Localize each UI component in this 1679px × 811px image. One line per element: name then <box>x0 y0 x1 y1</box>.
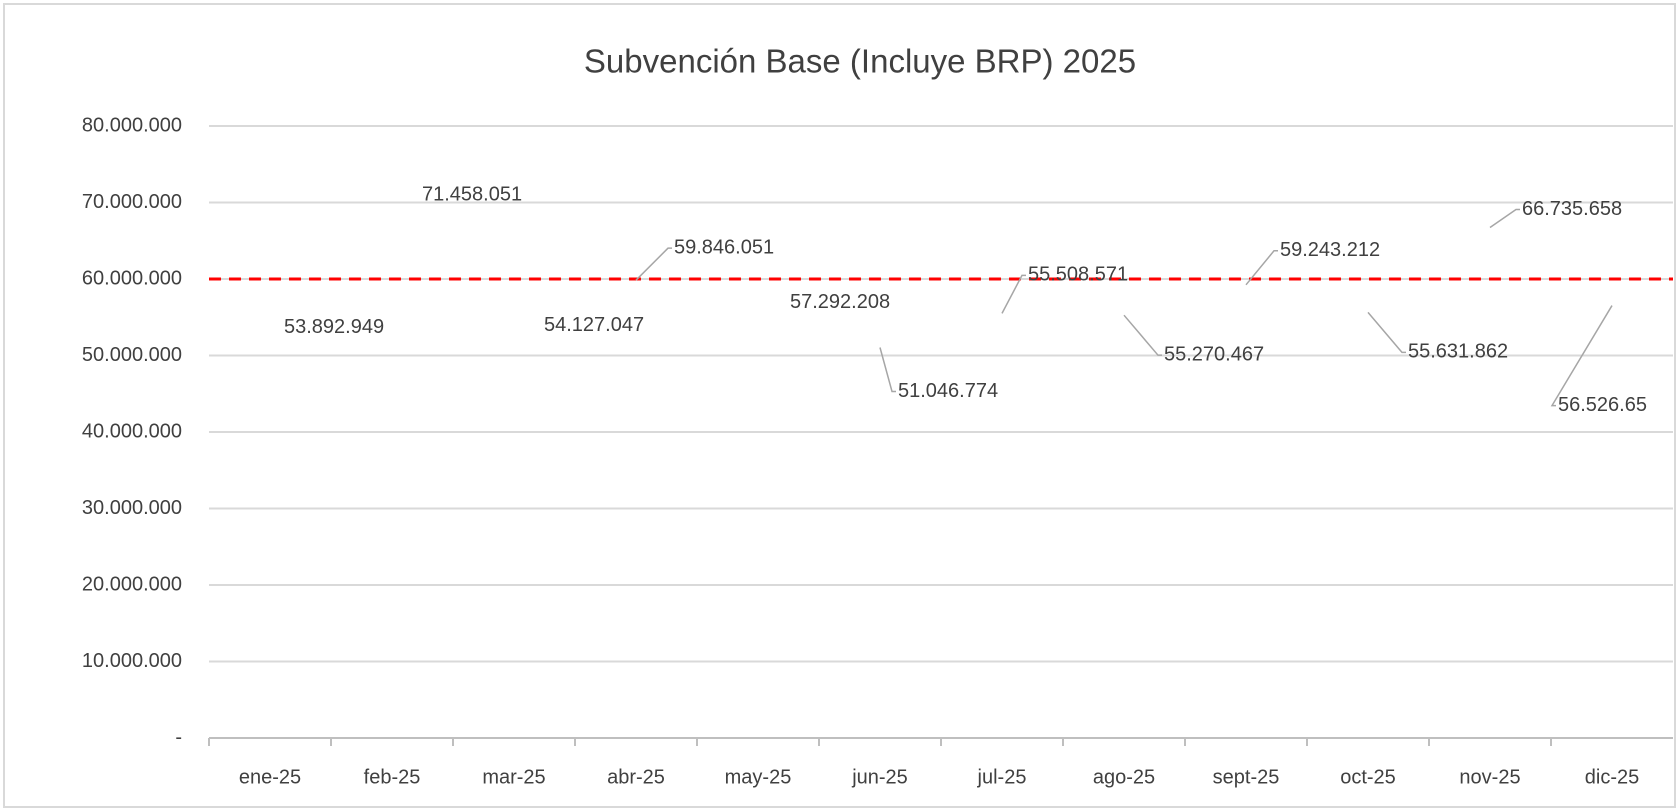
y-tick-label: 60.000.000 <box>82 267 182 289</box>
x-tick-label: ago-25 <box>1093 766 1155 788</box>
y-tick-label: 30.000.000 <box>82 497 182 519</box>
x-tick-label: jul-25 <box>977 766 1027 788</box>
leader-line <box>1245 250 1278 286</box>
x-tick-label: feb-25 <box>364 766 421 788</box>
x-tick-label: abr-25 <box>607 766 665 788</box>
data-label: 53.892.949 <box>284 316 384 338</box>
y-tick-label: 50.000.000 <box>82 344 182 366</box>
chart-border <box>3 3 1676 808</box>
y-tick-label: 70.000.000 <box>82 191 182 213</box>
data-label: 51.046.774 <box>898 380 998 402</box>
x-tick-label: mar-25 <box>482 766 545 788</box>
y-tick-label: 80.000.000 <box>82 114 182 136</box>
data-label: 59.846.051 <box>674 236 774 258</box>
leader-line <box>879 347 896 393</box>
leader-line <box>1489 208 1520 229</box>
leader-line <box>1367 311 1406 354</box>
data-label: 55.270.467 <box>1164 343 1264 365</box>
x-tick-label: oct-25 <box>1340 766 1396 788</box>
x-tick-label: may-25 <box>725 766 792 788</box>
data-label: 55.508.571 <box>1028 264 1128 286</box>
data-label: 66.735.658 <box>1522 198 1622 220</box>
y-tick-label: 20.000.000 <box>82 573 182 595</box>
data-label: 71.458.051 <box>422 184 522 206</box>
x-tick-label: nov-25 <box>1459 766 1520 788</box>
x-tick-label: dic-25 <box>1585 766 1639 788</box>
y-tick-label: 40.000.000 <box>82 420 182 442</box>
x-tick-label: sept-25 <box>1213 766 1280 788</box>
x-tick-label: ene-25 <box>239 766 301 788</box>
leader-line <box>1550 305 1613 407</box>
data-label: 54.127.047 <box>544 314 644 336</box>
data-label: 55.631.862 <box>1408 341 1508 363</box>
leader-line <box>1001 274 1026 314</box>
leader-line <box>1123 314 1162 356</box>
chart-title: Subvención Base (Incluye BRP) 2025 <box>584 43 1136 80</box>
data-label: 59.243.212 <box>1280 239 1380 261</box>
x-tick-label: jun-25 <box>851 766 908 788</box>
y-tick-label: 10.000.000 <box>82 650 182 672</box>
leader-line <box>635 247 672 281</box>
data-label: 56.526.65 <box>1558 394 1647 416</box>
data-label: 57.292.208 <box>790 291 890 313</box>
y-tick-label: - <box>175 726 182 748</box>
